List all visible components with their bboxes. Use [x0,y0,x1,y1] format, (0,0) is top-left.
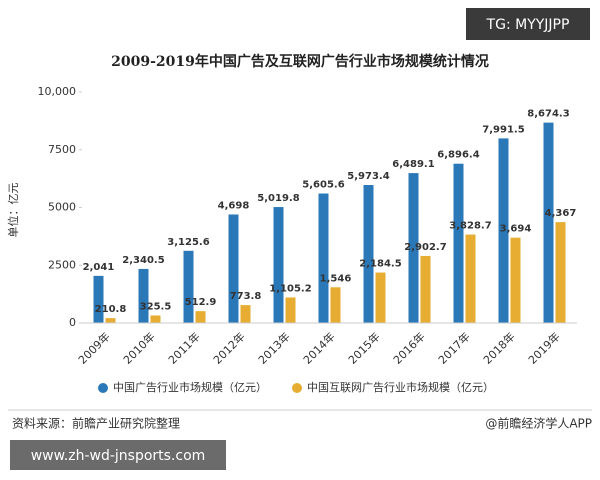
bar [330,287,341,323]
bar [285,297,296,323]
watermark-top: TG: MYYJJPP [486,17,570,33]
value-label: 773.8 [230,291,262,302]
value-label: 1,105.2 [269,283,311,294]
credit: @前瞻经济学人APP [485,416,592,431]
bar [375,272,386,323]
watermark-bottom: www.zh-wd-jnsports.com [31,448,206,464]
chart-title: 2009-2019年中国广告及互联网广告行业市场规模统计情况 [111,53,489,70]
value-label: 210.8 [95,304,127,315]
bar [138,268,149,323]
bar [240,305,251,323]
y-tick-label: 5000 [48,201,76,214]
value-label: 3,125.6 [167,237,209,248]
value-label: 5,605.6 [302,180,344,191]
value-label: 4,367 [545,208,577,219]
value-label: 2,902.7 [404,242,446,253]
legend-marker [292,383,302,393]
bar [420,255,431,323]
bar [408,173,419,323]
bar [510,237,521,323]
value-label: 3,694 [500,224,532,235]
bar [318,193,329,323]
value-label: 325.5 [140,301,172,312]
value-label: 512.9 [185,297,217,308]
value-label: 5,019.8 [257,193,299,204]
value-label: 4,698 [218,200,250,211]
bar [150,315,161,323]
bar [543,122,554,323]
value-label: 5,973.4 [347,171,389,182]
source: 资料来源：前瞻产业研究院整理 [12,416,180,431]
bar [183,250,194,323]
value-label: 6,489.1 [392,159,434,170]
value-label: 6,896.4 [437,150,479,161]
bar [228,214,239,323]
value-label: 8,674.3 [527,109,569,120]
legend-label: 中国广告行业市场规模（亿元） [113,380,267,394]
bar [273,207,284,323]
value-label: 2,041 [83,262,115,273]
bar [363,185,374,323]
bar [465,234,476,323]
value-label: 2,340.5 [122,255,164,266]
value-label: 2,184.5 [359,259,401,270]
value-label: 3,828.7 [449,221,491,232]
bar [498,138,509,323]
value-label: 7,991.5 [482,124,524,135]
bar [555,222,566,323]
bar [195,311,206,323]
bar [105,318,116,323]
y-tick-label: 7500 [48,143,76,156]
legend-label: 中国互联网广告行业市场规模（亿元） [307,380,494,394]
bar [453,163,464,323]
bar [93,275,104,323]
y-axis-label: 单位：亿元 [6,183,20,238]
y-tick-label: 10,000 [38,85,77,98]
legend-marker [98,383,108,393]
value-label: 1,546 [320,273,352,284]
watermark-box [466,8,590,40]
watermark-box [10,440,226,470]
y-tick-label: 2500 [48,258,76,271]
y-tick-label: 0 [69,316,76,329]
